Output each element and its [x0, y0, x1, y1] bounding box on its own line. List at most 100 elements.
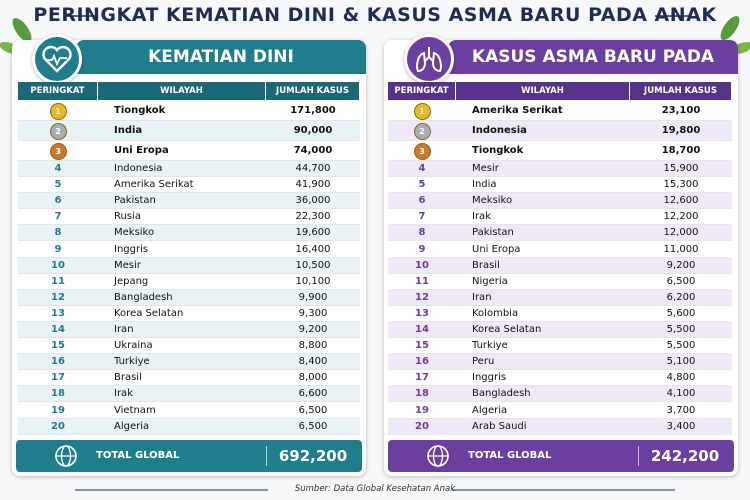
region: Brasil: [114, 372, 142, 384]
value: 6,500: [298, 404, 328, 416]
banner: KEMATIAN DINI: [76, 40, 366, 74]
region: Vietnam: [114, 404, 156, 416]
rank: 4: [54, 163, 62, 174]
table-row: [388, 354, 732, 371]
table-row: [18, 241, 360, 258]
value: 41,900: [295, 179, 331, 191]
rank: 5: [418, 179, 426, 191]
medal: 2: [413, 123, 431, 140]
value: 15,300: [663, 179, 699, 191]
table-row: [388, 273, 732, 290]
rank: 11: [51, 275, 65, 287]
rank: 13: [415, 307, 429, 319]
rank: 17: [415, 372, 429, 384]
medal: 1: [413, 103, 431, 120]
total-value: 242,200: [650, 447, 720, 465]
value: 8,400: [298, 356, 328, 368]
value: 9,200: [666, 259, 696, 271]
rank: 15: [51, 340, 65, 352]
value: 9,900: [298, 291, 328, 303]
value: 19,600: [295, 227, 331, 239]
value: 5,600: [666, 307, 696, 319]
medal: 1: [49, 103, 67, 120]
region: Algeria: [472, 404, 508, 416]
table-row: [388, 289, 732, 306]
total-label: TOTAL GLOBAL: [468, 450, 552, 461]
rank: 1: [388, 101, 456, 121]
region: Indonesia: [472, 125, 527, 136]
region: Inggris: [472, 372, 507, 384]
region: India: [472, 179, 497, 191]
value: 44,700: [295, 163, 331, 174]
rank: 3: [388, 141, 456, 161]
table-row: [18, 101, 360, 121]
rank: 2: [18, 121, 98, 141]
value: 8,800: [298, 340, 328, 352]
table-row: [18, 338, 360, 355]
table-row: [18, 418, 360, 435]
value: 90,000: [293, 125, 333, 136]
table-row: [388, 402, 732, 419]
table-row: [388, 225, 732, 242]
table-row: [388, 209, 732, 226]
column-header: JUMLAH KASUS: [630, 82, 731, 100]
rank: 2: [388, 121, 456, 141]
icon-circle: [32, 34, 82, 84]
region: Korea Selatan: [472, 324, 542, 335]
value: 23,100: [661, 105, 701, 116]
region: Rusia: [114, 211, 141, 223]
region: Pakistan: [472, 227, 514, 239]
region: Uni Eropa: [472, 243, 521, 255]
region: Korea Selatan: [114, 307, 184, 319]
region: Irak: [114, 388, 133, 400]
value: 19,800: [661, 125, 701, 136]
rank: 12: [51, 291, 65, 303]
table-row: [388, 418, 732, 435]
rank: 17: [51, 372, 65, 384]
region: Pakistan: [114, 195, 156, 207]
table-row: [388, 370, 732, 387]
value: 8,000: [298, 372, 328, 384]
banner: KASUS ASMA BARU PADA ANAK: [448, 40, 738, 101]
rank: 16: [51, 356, 65, 368]
medal: 2: [49, 123, 67, 140]
region: Ukraina: [114, 340, 153, 352]
region: Jepang: [114, 275, 149, 287]
value: 6,500: [298, 420, 328, 432]
column-header: WILAYAH: [98, 82, 265, 100]
rank: 9: [54, 243, 62, 255]
table-row: [388, 193, 732, 210]
table-row: [18, 402, 360, 419]
table-row: [18, 370, 360, 387]
table-row: [18, 193, 360, 210]
region: Turkiye: [114, 356, 150, 368]
table-row: [388, 305, 732, 322]
icon-circle: [404, 34, 454, 84]
value: 5,100: [666, 356, 696, 368]
rank: 15: [415, 340, 429, 352]
value: 12,000: [663, 227, 699, 239]
rank: 9: [418, 243, 426, 255]
rank: 18: [51, 388, 65, 400]
region: Turkiye: [472, 340, 508, 352]
rank: 1: [18, 101, 98, 121]
region: Amerika Serikat: [114, 179, 194, 191]
column-header: JUMLAH KASUS: [266, 82, 359, 100]
value: 171,800: [290, 105, 336, 116]
total-value: 692,200: [278, 447, 348, 465]
rank: 20: [415, 420, 429, 432]
rank: 10: [51, 259, 65, 271]
value: 9,300: [298, 307, 328, 319]
rank: 10: [415, 259, 429, 271]
value: 9,200: [298, 324, 328, 335]
rank: 5: [54, 179, 62, 191]
table-row: [388, 241, 732, 258]
table-row: [18, 161, 360, 178]
rank: 19: [51, 404, 65, 416]
value: 3,700: [666, 404, 696, 416]
value: 22,300: [295, 211, 331, 223]
region: Amerika Serikat: [472, 105, 563, 116]
table-row: [18, 305, 360, 322]
value: 4,100: [666, 388, 696, 400]
